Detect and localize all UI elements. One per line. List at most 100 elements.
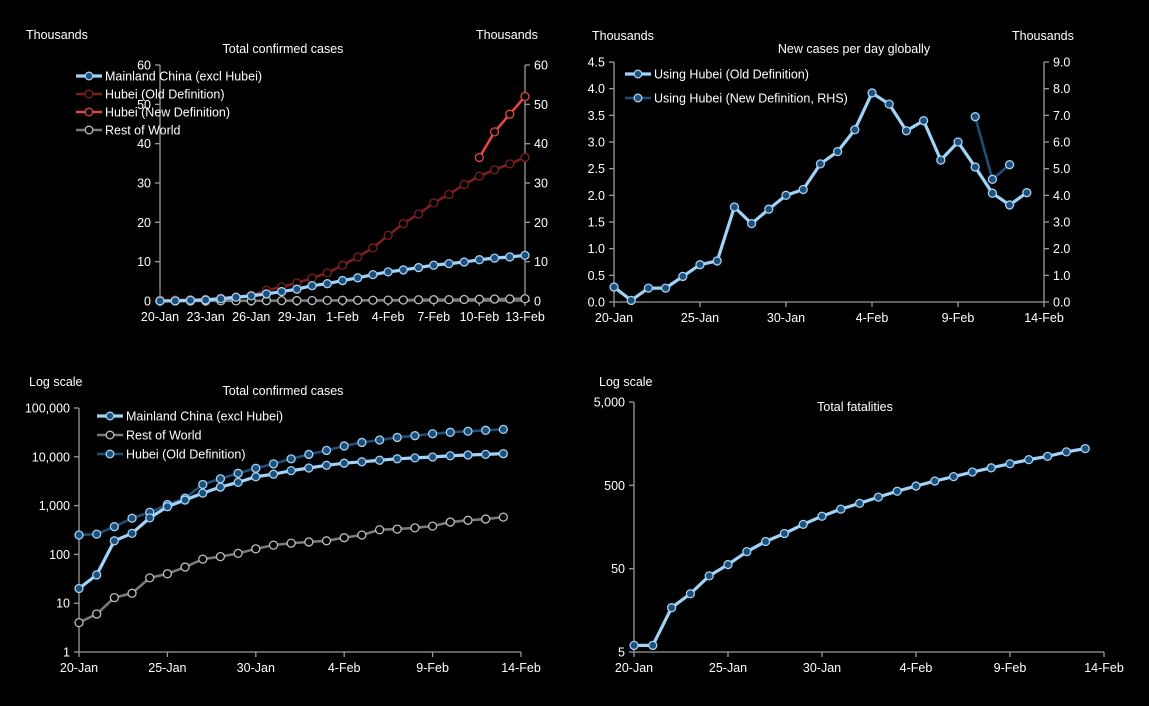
data-point: [292, 284, 302, 294]
y-tick-label-right: 10: [534, 255, 548, 269]
series-line-1: [78, 515, 504, 624]
series-line-0: [613, 91, 1028, 302]
data-point: [444, 258, 454, 269]
data-point: [930, 476, 940, 486]
data-point: [200, 295, 211, 305]
y-axis-label-left: Thousands: [26, 28, 88, 42]
legend-swatch-marker: [84, 125, 94, 135]
x-tick-label: 30-Jan: [237, 661, 275, 675]
data-point: [742, 547, 752, 557]
y-tick-label: 1: [63, 646, 70, 660]
x-tick-label: 25-Jan: [709, 661, 747, 675]
x-tick-label: 10-Feb: [460, 310, 500, 324]
data-point: [498, 424, 508, 435]
data-point: [286, 538, 296, 548]
legend-swatch-marker: [84, 89, 94, 99]
data-point: [357, 530, 367, 540]
data-point: [170, 296, 180, 306]
legend-swatch-marker: [105, 411, 115, 421]
data-point: [251, 544, 261, 554]
data-point: [918, 116, 929, 126]
y-tick-label: 0.0: [588, 296, 605, 310]
data-point: [1005, 459, 1015, 469]
x-tick-label: 7-Feb: [417, 310, 450, 324]
data-point: [884, 99, 894, 109]
data-point: [695, 260, 705, 270]
y-tick-label-right: 50: [534, 98, 548, 112]
data-point: [474, 171, 485, 181]
x-tick-label: 25-Jan: [681, 311, 719, 325]
y-tick-label-right: 4.0: [1053, 189, 1070, 203]
data-point: [162, 569, 173, 579]
y-tick-label: 3.0: [588, 136, 605, 150]
data-point: [321, 445, 332, 456]
data-point: [286, 454, 296, 464]
data-point: [127, 528, 137, 538]
y-tick-label: 50: [611, 562, 625, 576]
y-tick-label: 1.0: [588, 242, 605, 256]
data-point: [233, 468, 243, 478]
y-axis-label-left: Log scale: [29, 375, 83, 389]
data-point: [427, 429, 438, 439]
data-point: [779, 528, 790, 539]
data-point: [429, 198, 439, 208]
data-point: [410, 523, 420, 533]
data-point: [723, 559, 733, 570]
x-tick-label: 4-Feb: [328, 661, 361, 675]
y-tick-label: 20: [137, 216, 151, 230]
data-point: [322, 279, 332, 289]
y-axis-label-right: Thousands: [476, 28, 538, 42]
legend-label: Mainland China (excl Hubei): [105, 70, 262, 84]
legend-swatch-marker: [633, 69, 643, 79]
y-tick-label: 60: [137, 59, 151, 73]
data-point: [867, 88, 877, 98]
y-tick-label: 1,000: [39, 499, 70, 513]
data-point: [1061, 447, 1072, 457]
legend-label: Using Hubei (New Definition, RHS): [654, 92, 848, 106]
data-point: [233, 548, 243, 559]
legend-label: Rest of World: [105, 124, 181, 138]
data-point: [1004, 200, 1015, 210]
data-point: [520, 294, 530, 304]
data-point: [489, 294, 500, 304]
data-point: [321, 536, 332, 546]
data-point: [339, 458, 349, 468]
data-point: [798, 519, 808, 530]
x-tick-label: 29-Jan: [278, 310, 316, 324]
x-tick-label: 25-Jan: [148, 661, 186, 675]
legend-label: Rest of World: [126, 429, 202, 443]
y-tick-label-right: 5.0: [1053, 162, 1070, 176]
data-point: [74, 583, 84, 594]
data-point: [892, 486, 902, 496]
data-point: [155, 296, 165, 306]
data-point: [374, 455, 385, 465]
data-point: [850, 125, 860, 135]
data-point: [321, 460, 332, 470]
data-point: [489, 165, 500, 175]
data-point: [459, 179, 469, 190]
y-axis-label-left: Log scale: [599, 375, 653, 389]
y-tick-label: 100: [49, 548, 70, 562]
y-tick-label: 10: [137, 255, 151, 269]
data-point: [337, 275, 348, 286]
data-point: [967, 467, 978, 477]
chart-total-cases-linear: Total confirmed cases Thousands Thousands 0…: [0, 0, 575, 350]
data-point: [764, 204, 774, 214]
y-tick-label: 2.0: [588, 189, 605, 203]
y-tick-label-right: 20: [534, 216, 548, 230]
legend-label: Using Hubei (Old Definition): [654, 68, 809, 82]
y-tick-label-right: 9.0: [1053, 56, 1070, 70]
data-point: [626, 295, 636, 306]
data-point: [383, 230, 393, 241]
data-point: [660, 283, 671, 293]
data-point: [666, 603, 677, 613]
data-point: [337, 260, 348, 270]
x-tick-label: 20-Jan: [60, 661, 98, 675]
x-tick-label: 4-Feb: [856, 311, 889, 325]
data-point: [413, 262, 424, 273]
data-point: [92, 570, 102, 580]
data-point: [817, 511, 827, 521]
data-point: [307, 273, 317, 283]
x-tick-label: 23-Jan: [187, 310, 225, 324]
data-point: [339, 441, 349, 451]
